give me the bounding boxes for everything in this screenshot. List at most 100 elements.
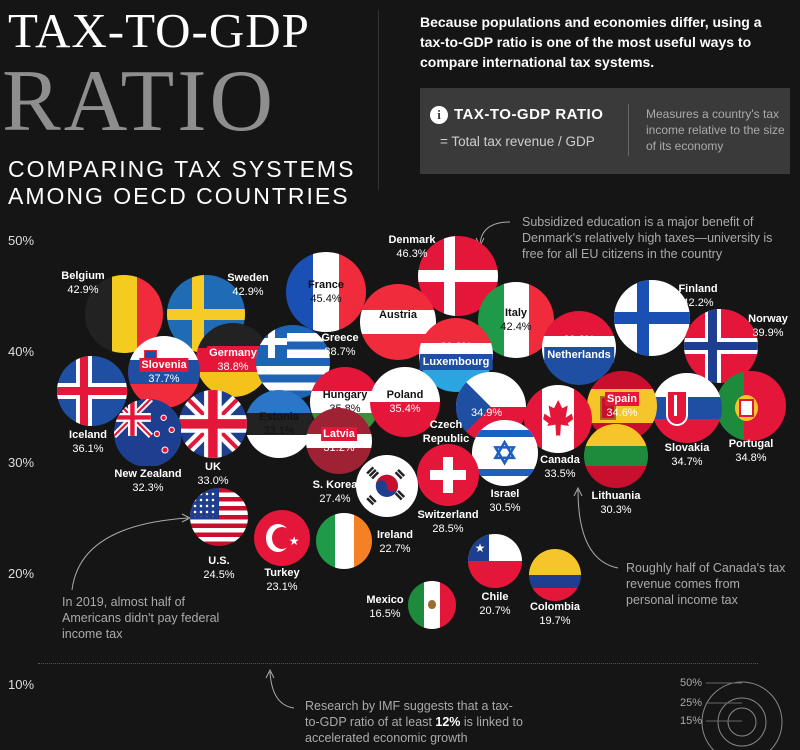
- flag-ireland: [315, 512, 373, 570]
- imf-text-bold: 12%: [435, 715, 461, 729]
- country-value: 34.7%: [671, 456, 703, 468]
- label-mexico: Mexico 16.5%: [366, 593, 403, 621]
- subtitle-line2: AMONG OECD COUNTRIES: [8, 183, 350, 209]
- arrow-canada-head: [573, 486, 583, 497]
- ytick-30: 30%: [8, 455, 35, 470]
- flag-chile: ★: [468, 534, 522, 588]
- legend-50: 50%: [679, 677, 702, 689]
- label-ireland: Ireland 22.7%: [377, 528, 413, 556]
- country-name: Israel: [490, 488, 520, 500]
- country-value: 42.4%: [500, 321, 532, 333]
- country-name: Sweden: [227, 272, 269, 284]
- country-name: Norway: [748, 313, 788, 325]
- info-icon: i: [430, 106, 448, 124]
- label-slovenia: Slovenia 37.7%: [139, 358, 189, 386]
- flag-lithuania: [583, 423, 649, 489]
- subtitle-line1: COMPARING TAX SYSTEMS: [8, 156, 356, 182]
- country-value: 34.9%: [471, 407, 503, 419]
- country-name: Italy: [504, 307, 528, 319]
- flag-u-s: [189, 487, 249, 547]
- ytick-10: 10%: [8, 677, 35, 692]
- ytick-20: 20%: [8, 566, 35, 581]
- country-name: Finland: [678, 283, 718, 295]
- label-greece: Greece 38.7%: [321, 331, 358, 359]
- label-slovakia: Slovakia 34.7%: [665, 441, 710, 469]
- label-finland: Finland 42.2%: [678, 282, 717, 310]
- flag-estonia: [245, 390, 313, 458]
- country-name: Slovenia: [139, 358, 189, 372]
- title-line2: RATIO: [2, 53, 277, 150]
- legend-circle-15: [727, 707, 757, 737]
- country-value: 22.7%: [379, 543, 411, 555]
- country-value: 23.1%: [266, 581, 298, 593]
- country-value: 38.8%: [217, 361, 249, 373]
- info-box: i TAX-TO-GDP RATIO = Total tax revenue /…: [420, 88, 790, 174]
- label-luxembourg: 39.2% Luxembourg: [419, 340, 493, 370]
- legend-25: 25%: [679, 697, 702, 709]
- label-denmark: Denmark 46.3%: [388, 233, 435, 261]
- flag-mexico: [408, 581, 456, 629]
- country-value: 30.3%: [600, 504, 632, 516]
- country-value: 42.4%: [382, 323, 414, 335]
- ytick-50: 50%: [8, 233, 35, 248]
- label-u-s: U.S. 24.5%: [203, 554, 234, 582]
- label-s-korea: S. Korea 27.4%: [313, 478, 358, 506]
- intro-text: Because populations and economies differ…: [420, 14, 762, 70]
- country-name: Colombia: [529, 601, 581, 613]
- flag-new-zealand: [114, 399, 182, 467]
- flag-norway: [683, 308, 759, 384]
- country-name: Canada: [540, 454, 580, 466]
- label-israel: Israel 30.5%: [489, 487, 520, 515]
- flag-colombia: [528, 548, 582, 602]
- label-canada: Canada 33.5%: [540, 453, 580, 481]
- country-name: Poland: [386, 389, 424, 401]
- country-value: 45.4%: [310, 293, 342, 305]
- arrow-imf: [269, 671, 295, 709]
- label-italy: Italy 42.4%: [500, 306, 531, 334]
- threshold-line: [38, 663, 758, 664]
- label-switzerland: Switzerland 28.5%: [417, 508, 478, 536]
- country-value: 34.8%: [735, 452, 767, 464]
- ytick-40: 40%: [8, 344, 35, 359]
- label-netherlands: 39.3% Netherlands: [544, 333, 614, 363]
- annotation-denmark: Subsidized education is a major benefit …: [522, 215, 773, 261]
- country-value: 42.9%: [67, 284, 99, 296]
- country-value: 42.2%: [682, 297, 714, 309]
- subtitle: COMPARING TAX SYSTEMS AMONG OECD COUNTRI…: [8, 156, 355, 210]
- label-estonia: Estonia 33.1%: [257, 410, 301, 438]
- country-name: Czech Republic: [422, 419, 470, 445]
- arrow-canada: [577, 489, 619, 569]
- label-poland: Poland 35.4%: [385, 388, 426, 416]
- flag-poland: [369, 366, 441, 438]
- country-name: Mexico: [366, 594, 404, 606]
- flag-israel: [472, 420, 538, 486]
- country-name: Chile: [481, 591, 509, 603]
- flag-s-korea: [356, 455, 418, 517]
- country-name: S. Korea: [312, 479, 358, 491]
- country-name: Latvia: [321, 427, 357, 441]
- country-value: 33.1%: [263, 425, 295, 437]
- country-name: Hungary: [322, 389, 368, 401]
- label-turkey: Turkey 23.1%: [264, 566, 299, 594]
- country-name: Slovakia: [664, 442, 710, 454]
- info-description: Measures a country's tax income relative…: [646, 107, 785, 153]
- label-austria: Austria 42.4%: [377, 308, 419, 336]
- imf-text-1: Research by IMF suggests that a tax-to-G…: [305, 699, 513, 729]
- label-new-zealand: New Zealand 32.3%: [114, 467, 181, 495]
- country-name: France: [307, 279, 345, 291]
- country-name: Luxembourg: [419, 354, 493, 370]
- country-value: 35.4%: [389, 403, 421, 415]
- country-name: Lithuania: [591, 490, 641, 502]
- country-value: 34.6%: [606, 407, 638, 419]
- country-value: 28.5%: [432, 523, 464, 535]
- imf-text-2: is linked to accelerated economic growth: [305, 715, 523, 745]
- country-value: 37.7%: [148, 373, 180, 385]
- country-value: 19.7%: [539, 615, 571, 627]
- label-latvia: Latvia 31.2%: [321, 427, 357, 455]
- flag-uk: [179, 390, 247, 458]
- flag-turkey: ★: [253, 509, 311, 567]
- title-line1: TAX-TO-GDP: [8, 3, 310, 58]
- annotation-imf: Research by IMF suggests that a tax-to-G…: [305, 698, 525, 746]
- country-name: Germany: [207, 346, 259, 360]
